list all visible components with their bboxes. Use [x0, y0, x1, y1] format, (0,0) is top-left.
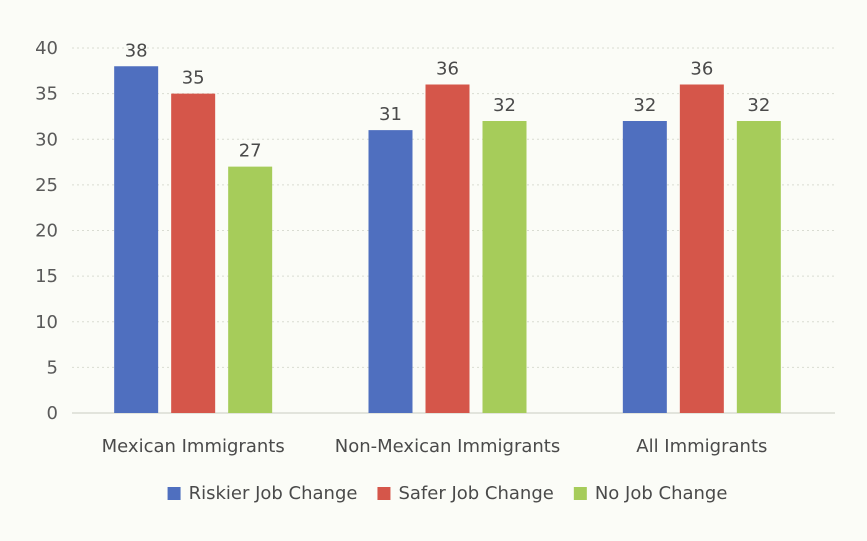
legend-label: No Job Change	[595, 483, 728, 504]
bars-layer	[114, 66, 781, 413]
y-axis: 0 5 10 15 20 25 30 35 40	[35, 38, 58, 424]
bar	[482, 121, 527, 413]
bar	[622, 121, 667, 413]
y-tick-label: 5	[47, 357, 58, 378]
data-label: 38	[125, 40, 148, 61]
legend-item: Riskier Job Change	[167, 483, 358, 504]
legend-label: Riskier Job Change	[189, 483, 358, 504]
data-label: 32	[493, 95, 516, 116]
x-category-label: Mexican Immigrants	[102, 436, 285, 457]
data-label: 32	[633, 95, 656, 116]
bar	[114, 66, 159, 413]
bar	[736, 121, 781, 413]
data-label: 27	[239, 141, 262, 162]
y-tick-label: 20	[35, 221, 58, 242]
data-label: 36	[436, 59, 459, 80]
legend-label: Safer Job Change	[398, 483, 553, 504]
y-tick-label: 0	[47, 403, 58, 424]
y-tick-label: 25	[35, 175, 58, 196]
data-label: 35	[182, 68, 205, 89]
legend-swatch	[167, 487, 181, 500]
x-category-label: All Immigrants	[636, 436, 767, 457]
y-tick-label: 15	[35, 266, 58, 287]
legend-item: Safer Job Change	[377, 483, 554, 504]
legend-item: No Job Change	[573, 483, 728, 504]
y-tick-label: 30	[35, 129, 58, 150]
y-tick-label: 40	[35, 38, 58, 59]
bar	[679, 84, 724, 413]
legend: Riskier Job Change Safer Job Change No Job…	[167, 483, 728, 504]
bar	[425, 84, 470, 413]
legend-swatch	[573, 487, 587, 500]
data-label: 32	[747, 95, 770, 116]
data-labels-layer: 38 35 27 31 36 32 32 36 32	[125, 40, 771, 161]
x-axis: Mexican Immigrants Non-Mexican Immigrants…	[102, 436, 768, 457]
y-tick-label: 10	[35, 312, 58, 333]
bar	[228, 166, 273, 413]
data-label: 36	[690, 59, 713, 80]
x-category-label: Non-Mexican Immigrants	[335, 436, 560, 457]
bar	[171, 93, 216, 413]
data-label: 31	[379, 104, 402, 125]
legend-swatch	[377, 487, 391, 500]
bar	[368, 130, 413, 413]
y-tick-label: 35	[35, 84, 58, 105]
